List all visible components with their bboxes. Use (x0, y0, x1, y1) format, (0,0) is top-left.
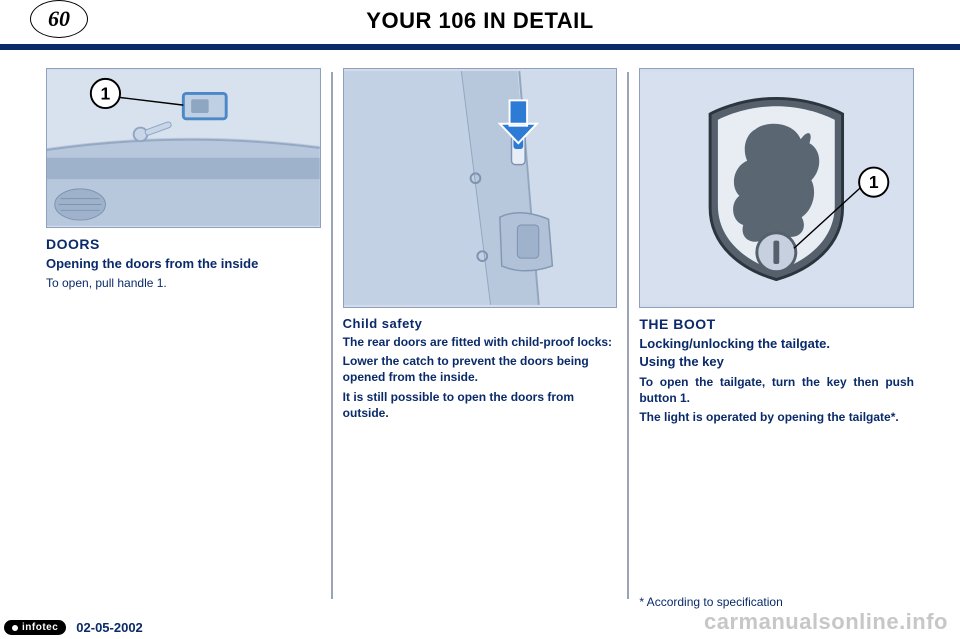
child-safety-line2: Lower the catch to prevent the doors bei… (343, 353, 618, 385)
watermark: carmanualsonline.info (704, 609, 948, 635)
boot-subtitle-2: Using the key (639, 354, 914, 370)
column-child-safety: Child safety The rear doors are fitted w… (333, 68, 628, 609)
infotec-label: infotec (22, 622, 58, 633)
page-number: 60 (48, 6, 70, 32)
doors-subtitle: Opening the doors from the inside (46, 256, 321, 272)
column-boot: 1 THE BOOT Locking/unlocking the tailgat… (629, 68, 924, 609)
column-doors: 1 DOORS Opening the doors from the insid… (36, 68, 331, 609)
boot-body-2: The light is operated by opening the tai… (639, 409, 914, 425)
header: 60 YOUR 106 IN DETAIL (0, 0, 960, 48)
svg-text:1: 1 (869, 172, 879, 192)
page-number-badge: 60 (30, 0, 88, 38)
boot-title: THE BOOT (639, 316, 914, 332)
footer-date: 02-05-2002 (76, 620, 143, 635)
child-safety-line3: It is still possible to open the doors f… (343, 389, 618, 421)
boot-subtitle-1: Locking/unlocking the tailgate. (639, 336, 914, 352)
infotec-badge: infotec (4, 620, 66, 635)
header-rule (0, 44, 960, 50)
child-safety-line1: The rear doors are fitted with child-pro… (343, 334, 618, 350)
page: 60 YOUR 106 IN DETAIL (0, 0, 960, 639)
door-interior-illustration: 1 (46, 68, 321, 228)
doors-title: DOORS (46, 236, 321, 252)
infotec-dot-icon (12, 625, 18, 631)
child-safety-illustration (343, 68, 618, 308)
child-safety-title: Child safety (343, 316, 618, 331)
boot-footnote: * According to specification (639, 595, 782, 609)
callout-1-text: 1 (101, 83, 111, 103)
doors-body: To open, pull handle 1. (46, 275, 321, 291)
content-columns: 1 DOORS Opening the doors from the insid… (36, 68, 924, 609)
boot-body-1: To open the tailgate, turn the key then … (639, 374, 914, 406)
boot-lock-illustration: 1 (639, 68, 914, 308)
footer-left: infotec 02-05-2002 (4, 620, 143, 635)
page-title: YOUR 106 IN DETAIL (0, 0, 960, 34)
